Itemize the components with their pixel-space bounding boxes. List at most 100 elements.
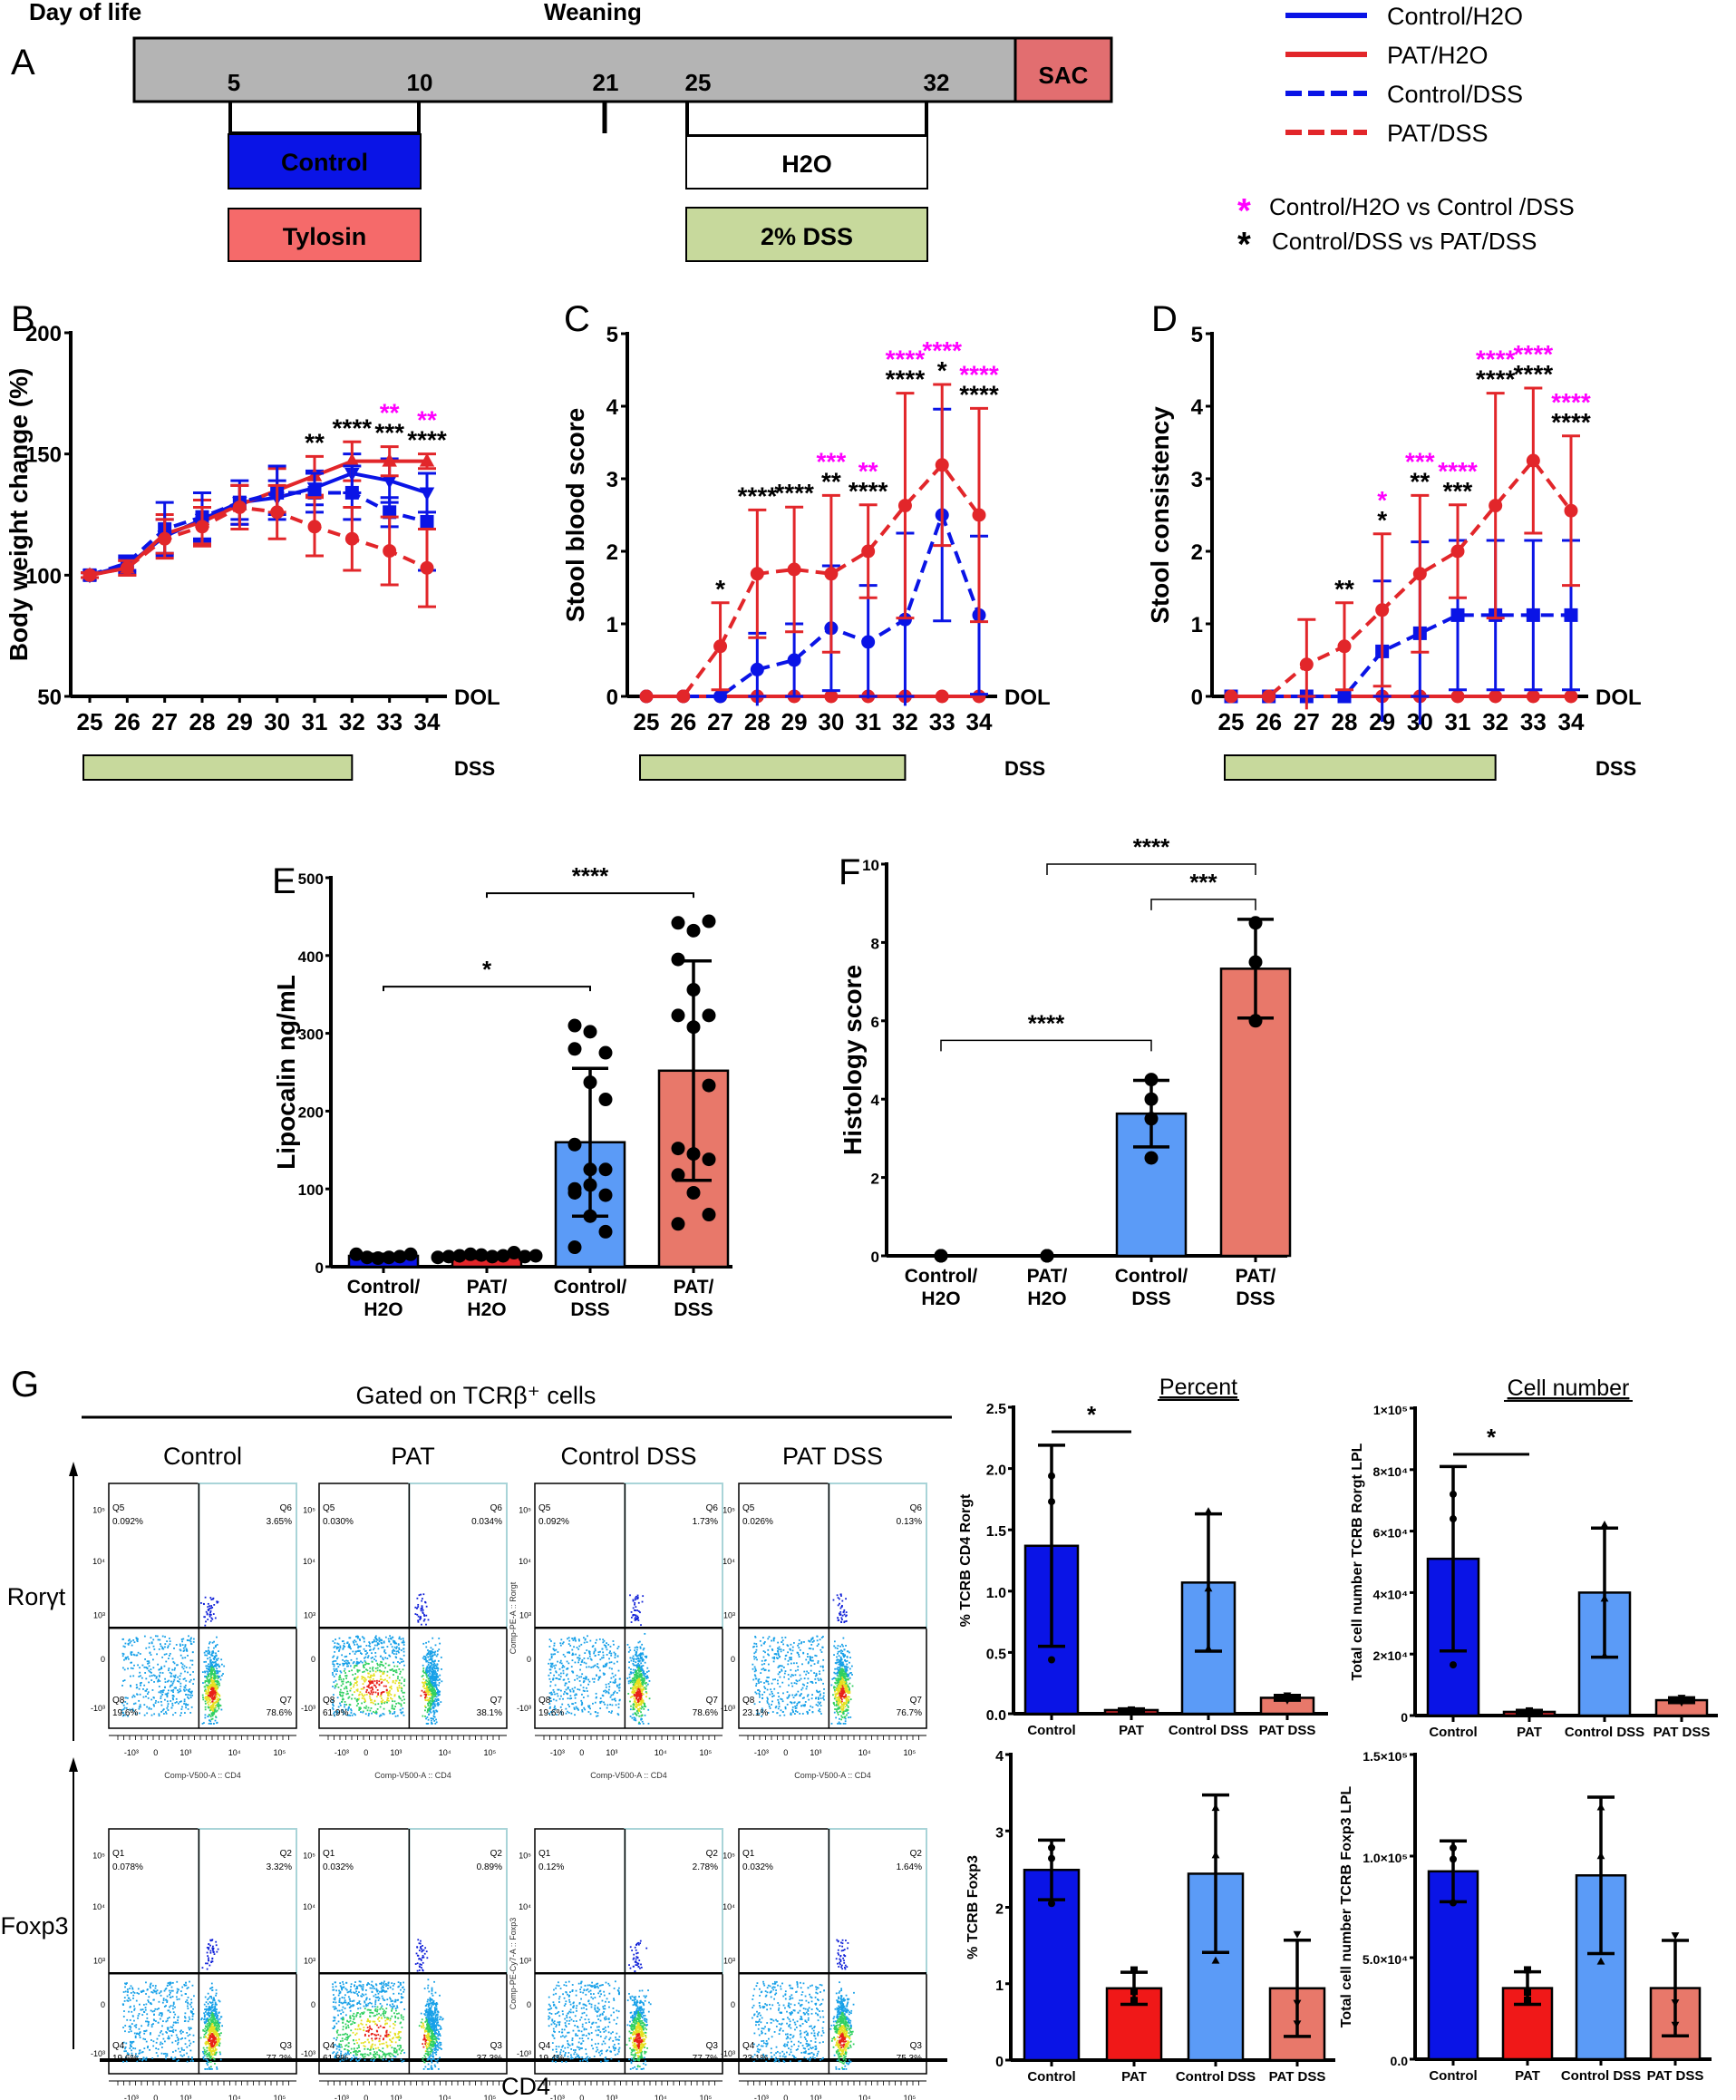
flow-event	[381, 1701, 383, 1704]
flow-event	[356, 1676, 359, 1678]
flow-y-param: Comp-PE-A :: Rorgt	[509, 1581, 518, 1654]
flow-event	[821, 1665, 824, 1667]
flow-event	[166, 1640, 168, 1643]
flow-event	[145, 1647, 148, 1649]
flow-event	[598, 1638, 601, 1640]
flow-event	[167, 1680, 169, 1683]
flow-event	[216, 1667, 218, 1670]
flow-event	[630, 1668, 632, 1670]
data-point	[824, 567, 839, 581]
flow-event	[784, 1658, 787, 1660]
flow-event	[635, 1693, 637, 1696]
flow-event	[800, 1677, 802, 1680]
flow-event	[441, 1668, 442, 1670]
flow-event	[641, 1656, 643, 1658]
flow-event	[402, 1650, 405, 1653]
data-point	[1526, 608, 1540, 622]
flow-event	[840, 1700, 843, 1703]
flow-event	[364, 1698, 366, 1701]
flow-event	[351, 1694, 354, 1697]
flow-event	[794, 1669, 797, 1672]
flow-event	[587, 1635, 588, 1638]
flow-event	[640, 1711, 642, 1714]
flow-event	[632, 1713, 635, 1716]
flow-event	[847, 1709, 849, 1711]
x-tick-label: 26	[1256, 708, 1282, 735]
flow-event	[347, 1709, 349, 1712]
flow-event	[400, 1703, 402, 1706]
flow-event	[370, 1689, 373, 1692]
flow-event	[555, 1699, 558, 1702]
flow-event	[347, 1661, 350, 1664]
quadrant-percent: 38.1%	[477, 1708, 502, 1718]
data-point	[232, 500, 247, 514]
flow-event	[214, 1685, 217, 1687]
flow-event	[190, 1643, 193, 1646]
flow-event	[371, 1701, 373, 1704]
flow-event	[842, 1707, 845, 1709]
flow-event	[428, 1666, 431, 1668]
flow-event	[369, 1709, 372, 1712]
flow-event	[634, 1703, 636, 1706]
flow-event	[635, 1595, 637, 1598]
flow-event	[642, 1679, 644, 1682]
dss-bar-label: DSS	[454, 757, 495, 780]
x-tick-label: 30	[818, 708, 844, 735]
flow-event	[160, 1643, 161, 1646]
flow-x-tick-label: 10³	[390, 1748, 402, 1757]
flow-event	[850, 1665, 853, 1667]
flow-event	[424, 1658, 427, 1660]
flow-event	[587, 1650, 590, 1653]
flow-event	[371, 1652, 373, 1655]
data-point	[935, 689, 949, 704]
data-point	[702, 1008, 716, 1023]
flow-event	[602, 1651, 605, 1654]
flow-event	[771, 1700, 773, 1703]
flow-event	[836, 1672, 839, 1674]
data-point	[1526, 453, 1540, 468]
flow-event	[636, 1617, 638, 1619]
flow-event	[603, 1644, 606, 1647]
flow-event	[599, 1702, 602, 1705]
flow-event	[383, 1670, 385, 1673]
flow-event	[214, 1688, 217, 1690]
flow-event	[761, 1663, 763, 1666]
flow-event	[783, 1714, 786, 1716]
flow-event	[214, 1683, 217, 1685]
flow-event	[431, 1689, 433, 1691]
flow-event	[204, 1689, 206, 1692]
flow-event	[633, 1694, 635, 1696]
flow-event	[430, 1717, 432, 1720]
flow-event	[190, 1706, 193, 1708]
flow-event	[834, 1695, 837, 1697]
flow-event	[376, 1679, 378, 1682]
flow-event	[214, 1719, 217, 1722]
flow-event	[187, 1639, 189, 1642]
flow-event	[211, 1652, 213, 1655]
flow-event	[638, 1664, 641, 1667]
flow-event	[437, 1694, 440, 1697]
flow-event	[641, 1665, 643, 1667]
flow-event	[203, 1603, 205, 1606]
flow-event	[177, 1676, 179, 1678]
data-point	[1262, 689, 1276, 704]
flow-event	[551, 1663, 553, 1666]
flow-event	[380, 1693, 383, 1696]
quadrant-name: Q5	[538, 1503, 551, 1513]
flow-event	[836, 1693, 839, 1696]
flow-event	[809, 1709, 810, 1711]
flow-event	[642, 1669, 645, 1672]
category-label: Control/	[347, 1277, 421, 1298]
flow-event	[832, 1694, 834, 1697]
flow-event	[628, 1673, 631, 1676]
flow-event	[432, 1701, 435, 1704]
flow-event	[618, 1677, 621, 1680]
flow-event	[131, 1654, 132, 1657]
flow-event	[140, 1706, 141, 1708]
flow-event	[179, 1682, 182, 1685]
flow-event	[822, 1669, 825, 1672]
flow-event	[204, 1624, 207, 1627]
black-asterisk-label: Control/DSS vs PAT/DSS	[1272, 228, 1537, 255]
flow-event	[393, 1646, 396, 1648]
flow-event	[600, 1700, 603, 1703]
